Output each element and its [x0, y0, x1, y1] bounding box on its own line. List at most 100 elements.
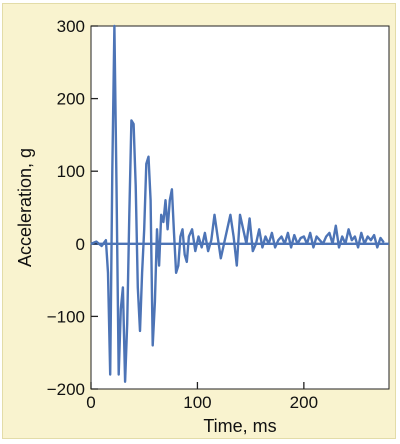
data-point — [207, 250, 209, 252]
data-point — [175, 272, 177, 274]
data-point — [268, 243, 270, 245]
data-point — [347, 228, 350, 230]
data-point — [120, 308, 122, 310]
data-point — [145, 163, 147, 165]
data-point — [128, 214, 130, 216]
data-point — [357, 246, 359, 249]
data-point — [220, 257, 222, 259]
data-point — [95, 241, 97, 243]
data-point — [341, 235, 343, 238]
x-tick-label: 0 — [86, 393, 95, 412]
data-point — [124, 381, 126, 383]
data-point — [226, 228, 228, 230]
data-point — [150, 199, 152, 201]
data-point — [236, 264, 238, 267]
data-point — [245, 243, 247, 245]
data-point — [264, 235, 267, 238]
data-point — [309, 232, 311, 234]
data-point — [261, 246, 263, 249]
data-point — [90, 243, 92, 245]
data-point — [248, 217, 251, 219]
data-point — [280, 235, 283, 238]
data-point — [274, 246, 276, 249]
y-tick-label: −100 — [47, 307, 85, 326]
data-point — [296, 243, 299, 245]
x-tick-label: 200 — [290, 393, 318, 412]
data-point — [379, 237, 382, 239]
data-point — [179, 235, 181, 238]
y-tick-label: 200 — [57, 90, 85, 109]
data-point — [252, 250, 254, 252]
data-point — [107, 272, 109, 274]
data-point — [363, 243, 366, 245]
data-point — [111, 170, 113, 172]
data-point — [186, 261, 188, 263]
data-point — [194, 250, 196, 252]
data-point — [109, 373, 111, 376]
data-point — [312, 246, 315, 249]
data-point — [242, 228, 244, 230]
data-point — [213, 214, 216, 216]
data-point — [135, 185, 137, 187]
data-point — [204, 232, 206, 234]
data-point — [126, 323, 128, 325]
data-point — [271, 232, 273, 234]
data-point — [316, 235, 318, 238]
data-point — [344, 243, 346, 245]
data-point — [300, 237, 302, 239]
data-point — [162, 221, 164, 223]
data-point — [164, 199, 167, 201]
data-point — [147, 156, 150, 158]
data-point — [255, 243, 257, 245]
data-point — [303, 235, 305, 238]
data-point — [137, 286, 139, 288]
data-point — [223, 243, 225, 245]
data-point — [197, 235, 200, 238]
data-point — [118, 373, 120, 376]
data-point — [217, 235, 219, 238]
data-point — [383, 241, 385, 243]
data-point — [306, 243, 308, 245]
data-point — [169, 199, 171, 201]
data-point — [370, 239, 372, 241]
data-point — [154, 301, 156, 303]
data-point — [360, 232, 362, 234]
data-point — [322, 243, 324, 245]
y-axis-title: Acceleration, g — [15, 148, 35, 267]
y-tick-label: 100 — [57, 162, 85, 181]
data-point — [141, 272, 143, 274]
data-point — [188, 235, 190, 238]
data-point — [184, 254, 186, 256]
y-tick-label: 0 — [76, 235, 85, 254]
data-point — [239, 214, 241, 216]
data-point — [351, 239, 353, 241]
chart-figure: −200 −100 0 100 200 300 0 100 200 Time, ms Acce… — [2, 3, 396, 439]
x-tick-labels: 0 100 200 — [86, 393, 318, 412]
y-tick-label: −200 — [47, 380, 85, 399]
data-point — [325, 235, 327, 238]
data-point — [367, 235, 369, 238]
data-point — [152, 344, 154, 347]
y-tick-label: 300 — [57, 17, 85, 36]
data-point — [132, 123, 135, 125]
data-point — [171, 188, 173, 190]
chart-svg: −200 −100 0 100 200 300 0 100 200 Time, ms Acce… — [15, 17, 390, 436]
data-point — [181, 228, 184, 230]
data-point — [290, 246, 292, 249]
axis-ticks — [90, 25, 305, 390]
data-point — [277, 239, 279, 241]
data-point — [113, 25, 116, 27]
data-point — [229, 214, 232, 216]
data-point — [373, 234, 375, 236]
data-point — [284, 243, 286, 245]
data-point — [376, 246, 378, 249]
data-point — [130, 119, 133, 121]
data-point — [177, 264, 179, 267]
data-point — [293, 234, 295, 236]
y-tick-labels: −200 −100 0 100 200 300 — [47, 17, 85, 399]
data-point — [173, 232, 175, 234]
data-point — [160, 214, 162, 216]
data-point — [122, 286, 124, 288]
series-layer — [90, 24, 385, 383]
data-point — [143, 228, 145, 230]
